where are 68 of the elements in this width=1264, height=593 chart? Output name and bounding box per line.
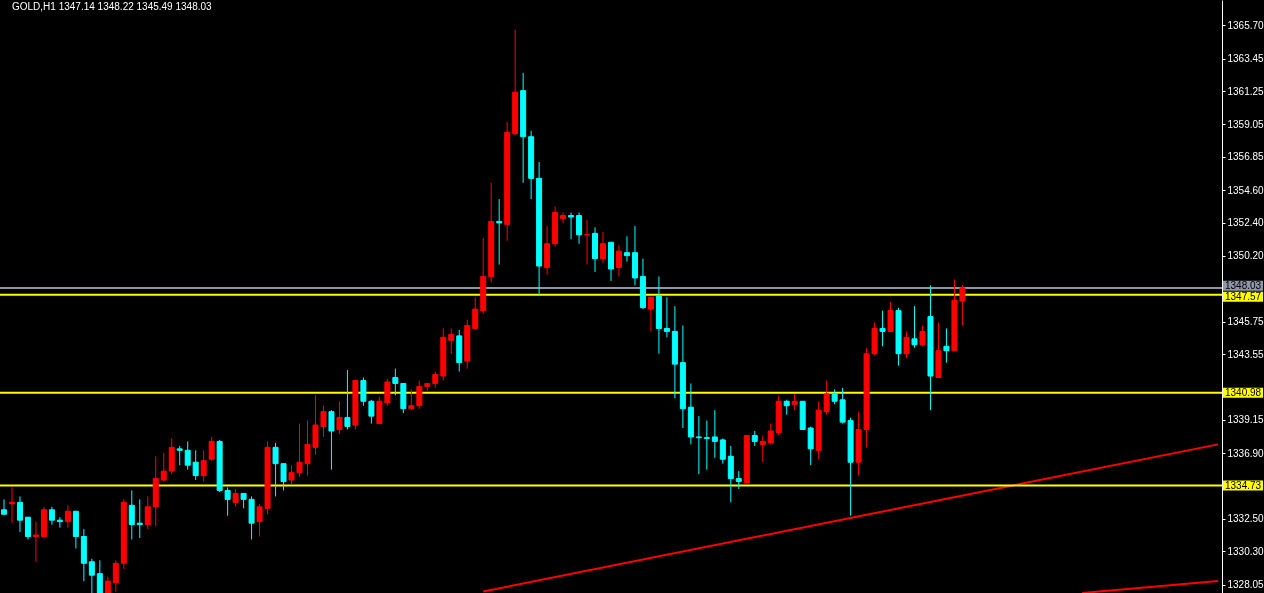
y-tick-label: 1339.15 [1227, 414, 1264, 426]
candlestick [911, 305, 918, 349]
candlestick [600, 231, 607, 264]
y-tick-label: 1359.05 [1227, 118, 1264, 130]
candlestick [408, 388, 415, 411]
candlestick [16, 495, 23, 533]
ref-line-label: 1348.03 [1225, 280, 1262, 292]
y-tick-label: 1332.50 [1227, 513, 1264, 525]
candlestick [544, 225, 551, 276]
candlestick [647, 296, 654, 332]
chart-title: GOLD,H1 1347.14 1348.22 1345.49 1348.03 [12, 1, 213, 12]
candlestick [568, 212, 575, 240]
candlestick [903, 330, 910, 359]
candlestick [192, 449, 199, 481]
candlestick [727, 445, 734, 503]
candlestick [128, 489, 135, 540]
candlestick [136, 498, 143, 539]
candlestick [496, 198, 503, 266]
candlestick [112, 559, 119, 593]
candlestick [887, 301, 894, 332]
candlestick [560, 212, 567, 224]
candlestick [943, 327, 950, 364]
candlestick [168, 437, 175, 475]
candlestick [807, 426, 814, 466]
candlestick [184, 440, 191, 471]
candlestick [160, 452, 167, 483]
candlestick [328, 409, 335, 471]
candlestick [759, 434, 766, 463]
y-tick-label: 1356.85 [1227, 151, 1264, 163]
y-tick-label: 1350.20 [1227, 250, 1264, 262]
ref-line-label: 1340.98 [1225, 387, 1262, 399]
candlestick [615, 244, 622, 277]
y-tick-label: 1365.70 [1227, 19, 1264, 31]
y-tick-label: 1345.75 [1227, 316, 1264, 328]
y-tick-label: 1354.60 [1227, 184, 1264, 196]
candlestick [144, 495, 151, 530]
y-tick-label: 1352.40 [1227, 217, 1264, 229]
candlestick [703, 420, 710, 471]
candlestick [176, 445, 183, 466]
candlestick [711, 409, 718, 459]
candlestick [96, 559, 103, 593]
y-tick-label: 1328.05 [1227, 579, 1264, 591]
candlestick [472, 296, 479, 331]
candlestick [576, 212, 583, 245]
y-tick-label: 1363.45 [1227, 53, 1264, 65]
ref-line-label: 1334.73 [1225, 480, 1262, 492]
candlestick [879, 310, 886, 347]
candlestick [200, 449, 207, 483]
candlestick [208, 436, 215, 462]
candlestick [719, 437, 726, 465]
candlestick [416, 379, 423, 410]
y-tick-label: 1336.90 [1227, 447, 1264, 459]
candlestick [24, 516, 31, 540]
candlestick [64, 504, 71, 529]
candlestick [336, 400, 343, 435]
candlestick [663, 296, 670, 338]
candlestick [448, 327, 455, 355]
y-tick-label: 1330.30 [1227, 545, 1264, 557]
y-tick-label: 1361.25 [1227, 85, 1264, 97]
candlestick [695, 415, 702, 475]
candlestick [919, 324, 926, 347]
candlestick [0, 498, 7, 515]
candlestick [88, 558, 95, 593]
y-tick-label: 1343.55 [1227, 348, 1264, 360]
candlestick [32, 521, 39, 563]
candlestick [344, 369, 351, 431]
ref-line-label: 1347.57 [1225, 291, 1262, 303]
candlestick [623, 235, 630, 263]
